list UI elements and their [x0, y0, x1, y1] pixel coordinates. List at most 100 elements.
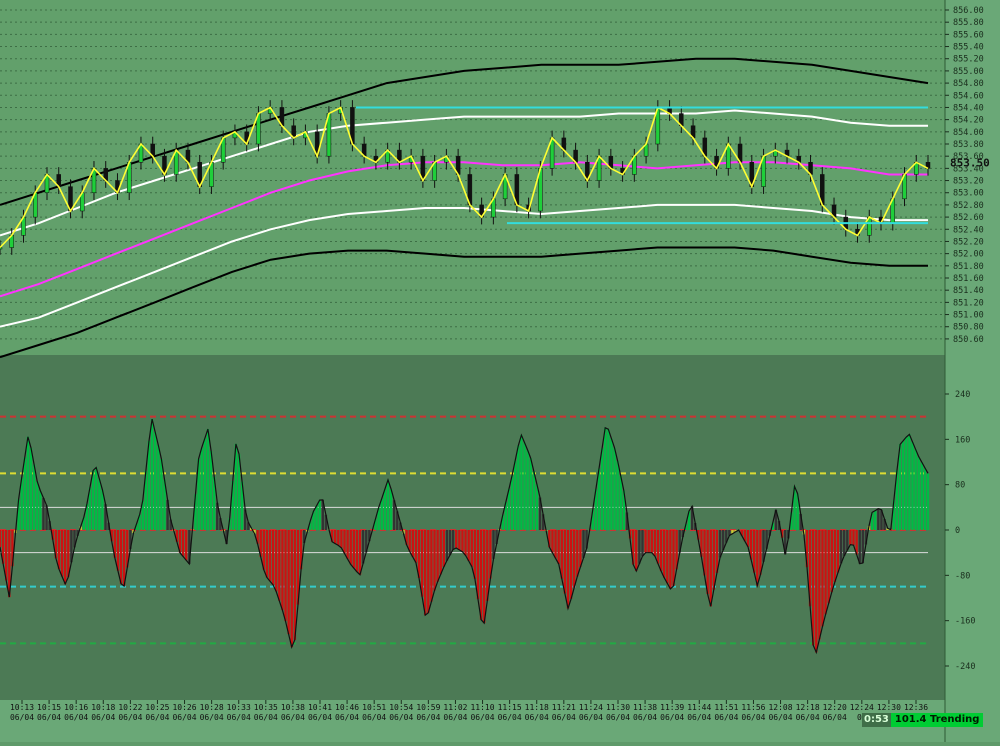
price-tick-label: 850.60	[953, 335, 984, 345]
x-tick-date: 06/04	[714, 713, 738, 722]
price-tick-label: 852.60	[953, 213, 984, 223]
x-tick-time: 11:15	[498, 703, 522, 712]
x-tick-date: 06/04	[552, 713, 576, 722]
x-tick-time: 10:25	[145, 703, 169, 712]
x-tick-date: 06/04	[389, 713, 413, 722]
x-tick-date: 06/04	[796, 713, 820, 722]
x-tick-date: 06/04	[281, 713, 305, 722]
x-tick-time: 11:56	[741, 703, 765, 712]
series-lower-band-outer	[0, 246, 928, 359]
price-panel-bg	[0, 0, 945, 355]
price-tick-label: 854.80	[953, 79, 984, 89]
x-tick-time: 10:51	[362, 703, 386, 712]
x-tick-date: 06/04	[633, 713, 657, 722]
x-tick-time: 10:16	[64, 703, 88, 712]
osc-tick-label: 240	[955, 390, 970, 400]
x-tick-date: 06/04	[37, 713, 61, 722]
series-moving-average	[0, 161, 928, 298]
price-tick-label: 853.00	[953, 189, 984, 199]
x-tick-date: 06/04	[823, 713, 847, 722]
osc-tick-label: 80	[955, 481, 965, 491]
price-tick-label: 850.80	[953, 323, 984, 333]
x-tick-time: 10:22	[118, 703, 142, 712]
x-tick-time: 11:44	[687, 703, 711, 712]
price-tick-label: 851.60	[953, 274, 984, 284]
price-tick-label: 856.00	[953, 6, 984, 16]
price-tick-label: 855.60	[953, 30, 984, 40]
price-tick-label: 854.60	[953, 91, 984, 101]
price-tick-label: 853.20	[953, 177, 984, 187]
x-tick-date: 06/04	[362, 713, 386, 722]
price-tick-label: 853.80	[953, 140, 984, 150]
series-price	[0, 106, 929, 249]
osc-tick-label: -160	[955, 617, 975, 627]
x-tick-date: 06/04	[172, 713, 196, 722]
x-tick-date: 06/04	[145, 713, 169, 722]
price-tick-label: 852.00	[953, 250, 984, 260]
price-tick-label: 855.00	[953, 67, 984, 77]
x-tick-date: 06/04	[443, 713, 467, 722]
price-tick-label: 851.80	[953, 262, 984, 272]
osc-tick-label: -240	[955, 662, 975, 672]
trend-mode-badge: 101.4 Trending	[890, 713, 984, 727]
x-tick-time: 10:26	[172, 703, 196, 712]
status-bar: 0:53 101.4 Trending	[862, 713, 984, 727]
x-tick-date: 06/04	[200, 713, 224, 722]
x-tick-time: 12:30	[877, 703, 901, 712]
price-tick-label: 853.40	[953, 164, 984, 174]
series-upper-band-inner	[0, 109, 928, 237]
x-tick-time: 10:54	[389, 703, 413, 712]
candle-body	[0, 247, 3, 250]
x-tick-time: 11:24	[579, 703, 603, 712]
x-tick-date: 06/04	[10, 713, 34, 722]
x-tick-date: 06/04	[416, 713, 440, 722]
x-tick-time: 11:10	[470, 703, 494, 712]
x-tick-time: 11:21	[552, 703, 576, 712]
x-tick-time: 12:08	[768, 703, 792, 712]
x-tick-time: 10:38	[281, 703, 305, 712]
x-tick-time: 10:46	[335, 703, 359, 712]
osc-tick-label: 0	[955, 526, 960, 536]
x-tick-time: 10:28	[200, 703, 224, 712]
x-tick-date: 06/04	[606, 713, 630, 722]
price-tick-label: 854.20	[953, 116, 984, 126]
price-tick-label: 852.20	[953, 237, 984, 247]
osc-tick-label: 160	[955, 435, 970, 445]
price-tick-label: 855.40	[953, 43, 984, 53]
x-tick-date: 06/04	[741, 713, 765, 722]
osc-tick-label: -80	[955, 571, 970, 581]
x-tick-time: 10:59	[416, 703, 440, 712]
x-tick-date: 06	[857, 713, 867, 722]
price-tick-label: 854.00	[953, 128, 984, 138]
series-lower-band-inner	[0, 203, 928, 328]
bottom-axis-bg	[0, 700, 945, 742]
x-tick-date: 06/04	[687, 713, 711, 722]
x-tick-date: 06/04	[498, 713, 522, 722]
osc-outline	[0, 418, 929, 655]
x-tick-date: 06/04	[91, 713, 115, 722]
x-tick-time: 11:39	[660, 703, 684, 712]
x-tick-date: 06/04	[660, 713, 684, 722]
price-tick-label: 851.40	[953, 286, 984, 296]
x-tick-time: 10:41	[308, 703, 332, 712]
price-tick-label: 855.80	[953, 18, 984, 28]
x-tick-date: 06/04	[470, 713, 494, 722]
x-tick-time: 10:35	[254, 703, 278, 712]
x-tick-date: 06/04	[227, 713, 251, 722]
bar-timer: 0:53	[862, 713, 891, 727]
last-price-label: 853.50	[950, 156, 990, 169]
price-tick-label: 852.40	[953, 225, 984, 235]
x-tick-time: 10:13	[10, 703, 34, 712]
price-tick-label: 851.20	[953, 298, 984, 308]
x-tick-time: 11:38	[633, 703, 657, 712]
x-tick-date: 06/04	[579, 713, 603, 722]
price-tick-label: 855.20	[953, 55, 984, 65]
x-tick-time: 11:51	[714, 703, 738, 712]
x-tick-date: 06/04	[525, 713, 549, 722]
right-axis-bg	[945, 0, 1000, 742]
x-tick-date: 06/04	[118, 713, 142, 722]
x-tick-time: 11:30	[606, 703, 630, 712]
x-tick-date: 06/04	[254, 713, 278, 722]
